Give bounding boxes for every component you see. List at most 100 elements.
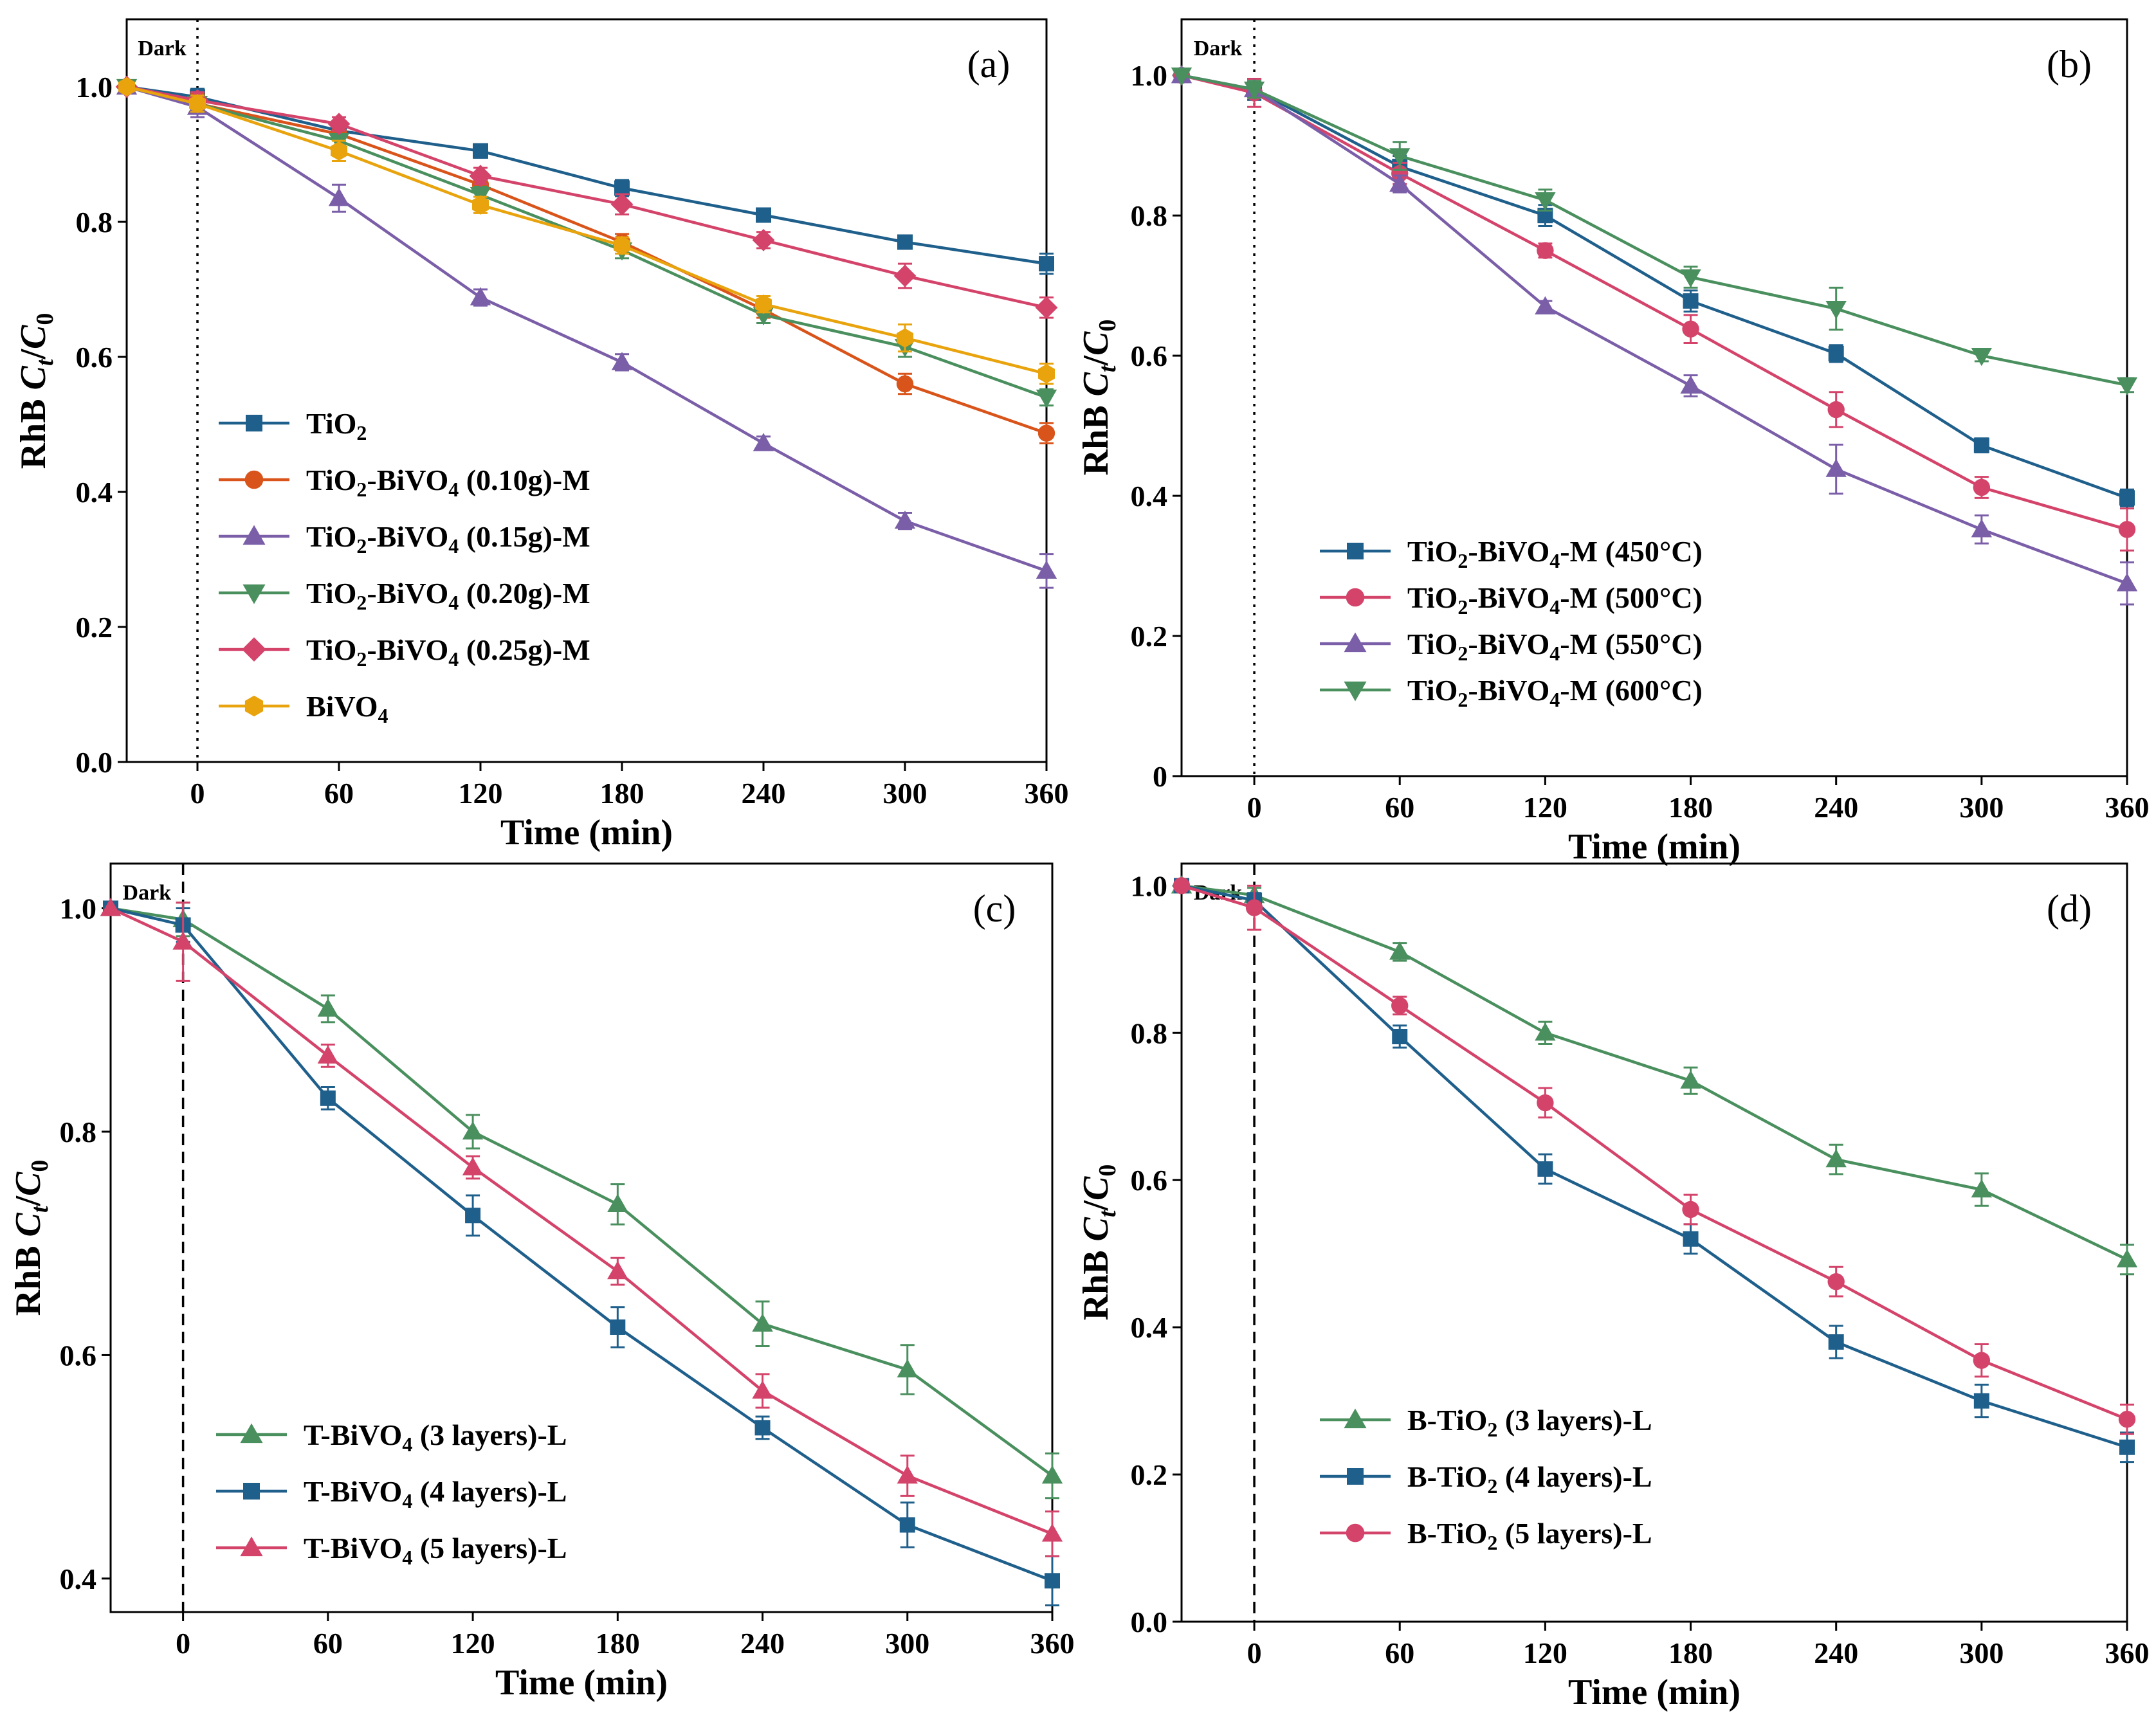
legend-label-part: (5 layers)-L (1497, 1517, 1652, 1550)
x-tick-label: 120 (459, 777, 503, 810)
legend-label: TiO2-BiVO4-M (450°C) (1407, 535, 1703, 572)
y-axis-title-part: t (32, 358, 59, 366)
legend-label-part: 2 (1457, 549, 1468, 572)
data-point (752, 1313, 773, 1332)
panel-a: 0 60 120 180 240 300 3600.00.20.40.60.81.0Dark… (14, 18, 1069, 853)
y-axis-title-part: C (8, 1172, 48, 1196)
x-tick-label: 360 (2105, 1636, 2150, 1669)
data-point (1683, 293, 1699, 309)
y-axis-title-part: C (1076, 372, 1116, 396)
data-point (1537, 242, 1554, 259)
legend-label-part: 2 (1457, 595, 1468, 619)
legend-label-part: 4 (1549, 549, 1560, 572)
series-2 (103, 900, 1060, 1607)
y-axis-title-part: RhB (1076, 1241, 1116, 1320)
data-point (896, 375, 914, 393)
plot-frame (1180, 862, 2128, 1623)
data-point (317, 1045, 339, 1064)
legend-label: TiO2-BiVO4 (0.25g)-M (306, 633, 590, 671)
x-tick-label: 240 (1814, 1636, 1858, 1669)
legend-label-part: -BiVO (367, 633, 448, 666)
legend-label-part: 2 (356, 648, 367, 671)
legend-label: TiO2-BiVO4 (0.10g)-M (306, 464, 590, 501)
legend-marker (242, 637, 266, 662)
legend-label-part: TiO (306, 577, 356, 610)
legend-label-part: 2 (356, 591, 367, 614)
y-tick-label: 0.2 (1131, 1458, 1168, 1491)
series-6 (118, 77, 1055, 385)
data-point (893, 264, 917, 287)
series-1 (1174, 68, 2135, 507)
legend-label: TiO2 (306, 407, 367, 444)
y-axis-title-part: C (1076, 1217, 1116, 1241)
legend-label-part: 4 (402, 1546, 412, 1569)
data-point (172, 931, 194, 950)
legend-label: B-TiO2 (3 layers)-L (1407, 1404, 1652, 1441)
data-point (1828, 345, 1844, 361)
legend-label-part: B-TiO (1407, 1460, 1487, 1493)
x-tick-label: 60 (1385, 1636, 1414, 1669)
series-2 (118, 78, 1055, 444)
y-tick-label: 0.6 (1131, 340, 1168, 372)
y-axis-title-part: C (1076, 1176, 1116, 1201)
panel-label: (a) (967, 43, 1010, 86)
legend-label-part: TiO (1407, 581, 1457, 614)
y-axis-title: RhB Ct/C0 (1076, 1165, 1121, 1321)
data-point (2118, 521, 2136, 538)
dark-label: Dark (123, 881, 172, 905)
legend-label-part: 2 (1487, 1474, 1497, 1498)
legend-label-part: -M (600°C) (1560, 674, 1703, 707)
y-tick-label: 0.8 (1131, 199, 1168, 232)
legend-label: TiO2-BiVO4 (0.15g)-M (306, 520, 590, 557)
data-point (756, 207, 771, 223)
data-point (320, 1090, 336, 1106)
series-line (1181, 73, 2128, 585)
data-point (752, 1380, 773, 1399)
legend-label-part: 4 (448, 591, 459, 614)
legend-marker (246, 415, 262, 431)
data-point (1680, 1070, 1701, 1089)
data-point (470, 287, 491, 305)
x-tick-label: 180 (596, 1627, 640, 1660)
data-point (1389, 148, 1411, 167)
series-line (110, 907, 1054, 1477)
legend-label-part: 2 (1487, 1418, 1497, 1441)
legend-entry: B-TiO2 (3 layers)-L (1320, 1404, 1652, 1441)
data-point (1537, 1161, 1553, 1177)
data-point (2119, 490, 2135, 506)
data-point (2116, 573, 2138, 592)
x-tick-label: 60 (324, 777, 354, 810)
legend-label-part: (3 layers)-L (1497, 1404, 1652, 1437)
series-line (110, 907, 1053, 1582)
y-axis-title-part: / (14, 349, 53, 360)
data-point (473, 143, 488, 159)
legend-label: T-BiVO4 (5 layers)-L (304, 1532, 567, 1569)
data-point (1827, 1273, 1845, 1291)
data-point (2116, 1249, 2138, 1267)
data-point (611, 352, 633, 370)
panel-label: (d) (2047, 887, 2092, 930)
data-point (1827, 401, 1845, 419)
data-point (1973, 1352, 1991, 1369)
series-line (1181, 884, 2128, 1421)
y-axis-title-part: t (1094, 1210, 1121, 1217)
x-axis-title: Time (min) (500, 813, 673, 853)
series-1 (1171, 875, 2138, 1276)
legend-label-part: 2 (356, 421, 367, 444)
data-point (1392, 1028, 1408, 1044)
y-tick-label: 1.0 (76, 71, 113, 104)
data-point (1041, 1523, 1063, 1542)
data-point (465, 1208, 481, 1224)
series-line (126, 85, 1047, 266)
legend-marker (1344, 1408, 1367, 1429)
data-point (472, 195, 489, 215)
legend-label: T-BiVO4 (4 layers)-L (304, 1475, 567, 1512)
legend-label: TiO2-BiVO4-M (600°C) (1407, 674, 1703, 711)
dark-label: Dark (138, 37, 187, 60)
x-tick-label: 60 (313, 1627, 343, 1660)
legend-label: TiO2-BiVO4-M (500°C) (1407, 581, 1703, 619)
data-point (1535, 192, 1556, 211)
